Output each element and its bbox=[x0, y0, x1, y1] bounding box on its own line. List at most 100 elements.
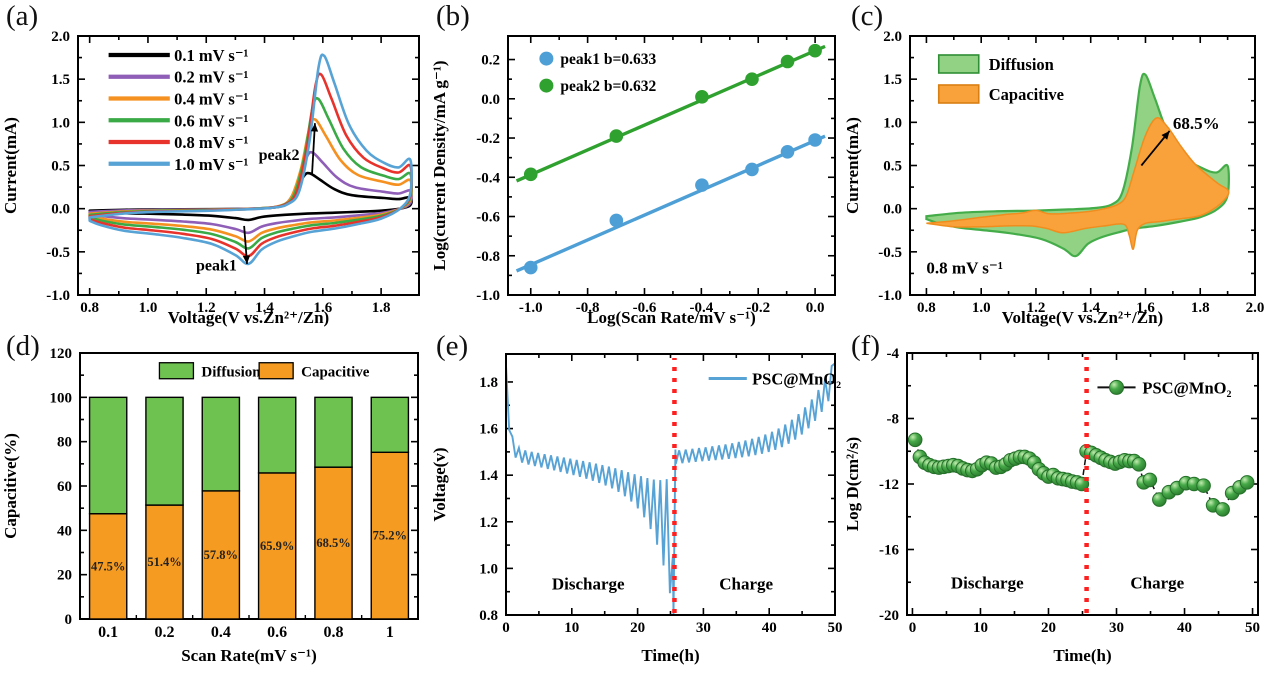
cv-curve bbox=[88, 53, 413, 266]
data-point bbox=[523, 260, 538, 275]
y-tick-label: 1.2 bbox=[479, 515, 498, 531]
y-tick-label: 0 bbox=[65, 612, 73, 628]
y-axis-title: Log(current Density/mA g⁻¹) bbox=[430, 60, 449, 270]
y-tick-label: 120 bbox=[50, 346, 73, 362]
diffusion-bar bbox=[201, 396, 241, 492]
y-tick-label: 0.0 bbox=[51, 202, 70, 218]
x-tick-label: -1.0 bbox=[519, 300, 543, 316]
panel-a-chart: 0.8 1.0 1.2 1.4 1.6 1.8 -1.0 -0.5 0.0 0.5 1.0 1.5 2.… bbox=[0, 0, 430, 330]
x-tick-label: -0.4 bbox=[689, 300, 713, 316]
x-tick-label: 50 bbox=[1245, 620, 1260, 636]
legend-swatch bbox=[158, 362, 195, 380]
region-label: Charge bbox=[1130, 573, 1184, 592]
data-point bbox=[780, 54, 795, 69]
legend-swatch bbox=[258, 362, 294, 380]
panel-a-svg: 0.8 1.0 1.2 1.4 1.6 1.8 -1.0 -0.5 0.0 0.5 1.0 1.5 2.… bbox=[1, 29, 420, 327]
y-tick-label: -0.6 bbox=[476, 210, 500, 226]
panel-f-chart: 0 10 20 30 40 50 -4 -8 -12 -16 -20 Time(h) Log D(cm²… bbox=[843, 330, 1271, 668]
y-tick-label: 0.5 bbox=[883, 159, 902, 175]
y-tick-label: 0.2 bbox=[481, 53, 500, 69]
y-tick-label: -4 bbox=[887, 346, 900, 362]
diffusion-bar bbox=[257, 396, 297, 474]
x-tick-label: 40 bbox=[762, 620, 777, 636]
panel-c-annotations: 0.8 mV s⁻¹ 68.5% bbox=[926, 114, 1219, 277]
x-tick-label: 1.2 bbox=[197, 300, 216, 316]
legend-marker bbox=[539, 51, 554, 66]
x-tick-label: 0.4 bbox=[211, 624, 231, 641]
x-tick-label: 30 bbox=[1109, 620, 1124, 636]
y-axis-title: Current(mA) bbox=[845, 117, 862, 214]
panel-b-axes: -1.0 -0.8 -0.6 -0.4 -0.2 0.0 -1.0 -0.8 -0.6 -0.4 -… bbox=[430, 35, 836, 327]
x-tick-label: 0 bbox=[502, 620, 510, 636]
x-tick-label: 1.8 bbox=[1191, 300, 1210, 316]
y-axis-title: Current(mA) bbox=[1, 117, 20, 214]
annotation-arrowhead bbox=[1161, 131, 1170, 140]
capacitive-bar bbox=[145, 504, 184, 620]
panel-b-svg: -1.0 -0.8 -0.6 -0.4 -0.2 0.0 -1.0 -0.8 -0.6 -0.4 -… bbox=[430, 35, 836, 327]
panel-c-letter: (c) bbox=[851, 0, 884, 32]
panel-e: (e) 0 10 20 30 40 50 0.8 1.0 1.2 1.4 1.6 1.8 Time(h)… bbox=[430, 330, 845, 668]
y-tick-label: 2.0 bbox=[883, 29, 902, 45]
panel-f-letter: (f) bbox=[851, 330, 880, 362]
y-tick-label: -20 bbox=[879, 608, 899, 624]
y-tick-label: -0.4 bbox=[476, 170, 500, 186]
panel-a-annotations: peak2 peak1 bbox=[196, 123, 319, 275]
panel-e-axes: 0 10 20 30 40 50 0.8 1.0 1.2 1.4 1.6 1.8 Time(h) Volt… bbox=[430, 353, 843, 665]
legend-label: 0.2 mV s⁻¹ bbox=[174, 68, 248, 87]
legend-swatch bbox=[937, 54, 980, 74]
annotation-arrow bbox=[311, 123, 316, 175]
legend-label: PSC@MnO₂ bbox=[752, 369, 841, 388]
x-tick-label: 1.0 bbox=[139, 300, 158, 316]
panel-d-axes: 0 20 40 60 80 100 120 Scan Rate(mV s⁻¹) Capaciti… bbox=[1, 346, 419, 665]
x-tick-label: 0.8 bbox=[917, 300, 936, 316]
data-point bbox=[1131, 457, 1147, 472]
panel-b-legend: peak1 b=0.633 peak2 b=0.632 bbox=[539, 51, 656, 95]
legend-label: 0.1 mV s⁻¹ bbox=[174, 46, 248, 65]
diffusion-bar bbox=[370, 396, 410, 454]
x-axis-title: Voltage(V vs.Zn²⁺/Zn) bbox=[1002, 308, 1163, 327]
fit-series bbox=[515, 43, 826, 275]
x-axis-title: Time(h) bbox=[641, 646, 699, 665]
x-tick-label: 20 bbox=[1041, 620, 1056, 636]
diffusion-series bbox=[908, 432, 1255, 517]
y-tick-label: 1.6 bbox=[479, 422, 498, 438]
peak2-label: peak2 bbox=[259, 147, 300, 164]
voltage-profile bbox=[507, 362, 834, 614]
y-tick-label: 1.5 bbox=[51, 72, 70, 88]
bar-value-label: 68.5% bbox=[316, 536, 350, 550]
x-axis-title: Voltage(V vs.Zn²⁺/Zn) bbox=[168, 308, 329, 327]
y-tick-label: -1.0 bbox=[878, 288, 902, 304]
panel-f-axes: 0 10 20 30 40 50 -4 -8 -12 -16 -20 Time(h) Log D(cm²… bbox=[843, 346, 1260, 665]
x-tick-label: 40 bbox=[1177, 620, 1192, 636]
x-axis-title: Scan Rate(mV s⁻¹) bbox=[181, 646, 317, 665]
y-tick-label: -0.8 bbox=[476, 249, 500, 265]
region-label: Discharge bbox=[951, 573, 1024, 592]
y-tick-label: 40 bbox=[57, 523, 72, 539]
legend-label: PSC@MnO₂ bbox=[1142, 378, 1231, 397]
x-tick-label: 2.0 bbox=[1246, 300, 1265, 316]
y-tick-label: -16 bbox=[879, 543, 899, 559]
legend-swatch bbox=[937, 84, 980, 104]
x-tick-label: 1.4 bbox=[1081, 300, 1100, 316]
panel-a-legend: 0.1 mV s⁻¹ 0.2 mV s⁻¹ 0.4 mV s⁻¹ 0.6 mV s⁻¹… bbox=[108, 46, 249, 174]
panel-a: (a) 0.8 1.0 1.2 1.4 1.6 1.8 -1.0 -0.5 0.0 0.5 1.0 1… bbox=[0, 0, 430, 330]
panel-b-chart: -1.0 -0.8 -0.6 -0.4 -0.2 0.0 -1.0 -0.8 -0.6 -0.4 -… bbox=[430, 0, 845, 330]
y-tick-label: -0.5 bbox=[878, 245, 902, 261]
panel-e-letter: (e) bbox=[436, 330, 469, 362]
y-axis-title: Voltage(v) bbox=[430, 448, 449, 522]
data-point bbox=[523, 167, 538, 182]
panel-c-chart: 0.8 1.0 1.2 1.4 1.6 1.8 2.0 -1.0 -0.5 0.0 0.5 1.0 1.… bbox=[843, 0, 1271, 330]
y-tick-label: -1.0 bbox=[476, 288, 500, 304]
bar-value-label: 65.9% bbox=[260, 539, 294, 553]
legend-label: Capacitive bbox=[301, 365, 370, 381]
data-point bbox=[1239, 475, 1255, 490]
y-tick-label: -0.5 bbox=[46, 245, 70, 261]
x-tick-label: 1.6 bbox=[313, 300, 332, 316]
x-tick-label: 0.1 bbox=[98, 624, 118, 641]
data-point bbox=[745, 162, 759, 177]
diffusion-bar bbox=[88, 396, 128, 515]
scan-rate-label: 0.8 mV s⁻¹ bbox=[926, 258, 1003, 277]
panel-e-chart: 0 10 20 30 40 50 0.8 1.0 1.2 1.4 1.6 1.8 Time(h) Volt… bbox=[430, 330, 845, 668]
data-point bbox=[695, 90, 709, 104]
legend-label: peak2 b=0.632 bbox=[560, 78, 656, 95]
